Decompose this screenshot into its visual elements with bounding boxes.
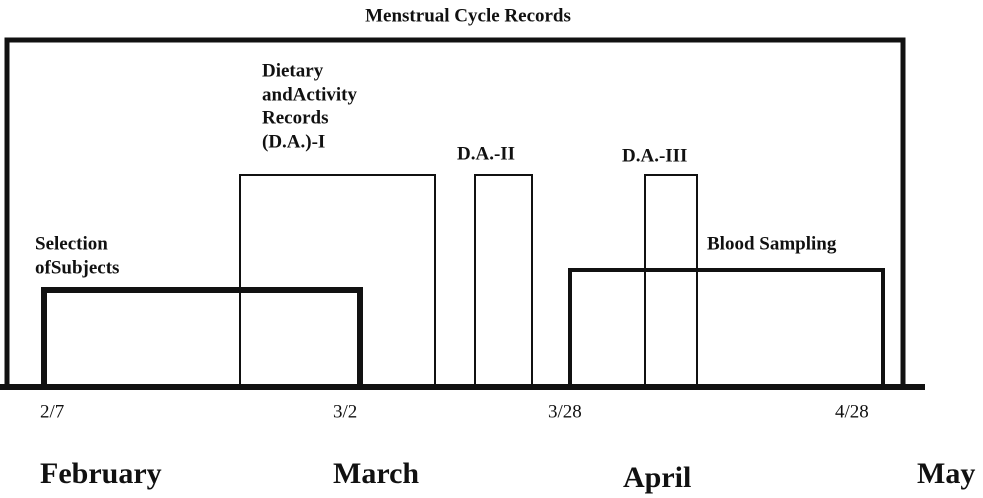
cycle-records-box [4,37,906,390]
phase-label: (D.A.)-I [262,131,325,152]
month-label: May [917,457,975,490]
date-label: 4/28 [835,401,869,422]
title: Menstrual Cycle Records [365,5,571,26]
phase-label: Blood Sampling [707,233,837,254]
phase-label: D.A.-II [457,143,515,164]
month-label: April [623,461,691,494]
da3-box [644,174,698,388]
date-label: 3/2 [333,401,357,422]
month-label: February [40,457,162,490]
da1-box [239,174,436,388]
phase-label: ofSubjects [35,257,119,278]
phase-label: Dietary [262,60,324,81]
phase-label: D.A.-III [622,145,687,166]
blood-sampling-box [568,268,885,389]
selection-box [41,287,363,390]
month-label: March [333,457,419,490]
phase-label: Records [262,107,328,128]
phase-label: Selection [35,233,108,254]
da2-box [474,174,533,388]
date-label: 2/7 [40,401,64,422]
date-label: 3/28 [548,401,582,422]
phase-label: andActivity [262,84,358,105]
